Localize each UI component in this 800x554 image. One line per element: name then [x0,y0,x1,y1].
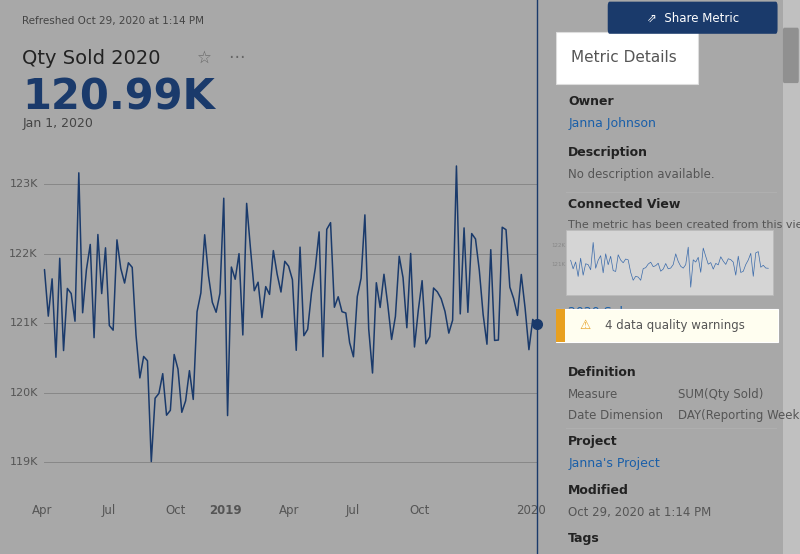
Text: 2020 Sales: 2020 Sales [568,306,638,319]
Text: ⇗  Share Metric: ⇗ Share Metric [646,11,738,24]
Text: 119K: 119K [10,458,38,468]
Text: Janna Johnson: Janna Johnson [568,117,656,130]
Text: Jul: Jul [102,504,115,517]
Text: Owner: Owner [568,95,614,108]
Text: SUM(Qty Sold): SUM(Qty Sold) [678,388,763,401]
Text: Description: Description [568,146,648,159]
Text: Connected View: Connected View [568,198,681,211]
Text: Apr: Apr [31,504,52,517]
Text: Measure: Measure [568,388,618,401]
Text: 2019: 2019 [209,504,242,517]
Text: Apr: Apr [279,504,299,517]
Text: Oct: Oct [410,504,430,517]
Text: Metric Details: Metric Details [570,50,676,65]
Text: 120K: 120K [10,388,38,398]
Text: 2020: 2020 [516,504,546,517]
Text: Jul: Jul [346,504,360,517]
Text: DAY(Reporting Week): DAY(Reporting Week) [678,409,800,422]
Text: ⚠: ⚠ [579,319,590,332]
FancyBboxPatch shape [608,2,778,34]
FancyBboxPatch shape [783,28,798,83]
Text: Oct 29, 2020 at 1:14 PM: Oct 29, 2020 at 1:14 PM [568,506,711,519]
Text: Refreshed Oct 29, 2020 at 1:14 PM: Refreshed Oct 29, 2020 at 1:14 PM [22,16,204,25]
Text: Jan 1, 2020: Jan 1, 2020 [22,117,93,130]
Text: Janna's Project: Janna's Project [568,457,660,470]
Text: Oct: Oct [165,504,186,517]
Text: The metric has been created from this view:: The metric has been created from this vi… [568,220,800,230]
Text: Project: Project [568,435,618,448]
Text: ☆: ☆ [198,49,212,66]
Text: 120.99K: 120.99K [22,76,215,119]
Text: 122K: 122K [10,249,38,259]
Bar [556,309,778,342]
Text: 122K: 122K [552,243,566,248]
Bar [566,230,773,295]
Text: ⋯: ⋯ [228,48,245,65]
Text: Date Dimension: Date Dimension [568,409,663,422]
Text: Qty Sold 2020: Qty Sold 2020 [22,49,161,68]
Text: Tags: Tags [568,532,600,545]
FancyBboxPatch shape [556,32,698,84]
Text: No description available.: No description available. [568,168,715,181]
Bar [783,0,800,554]
Bar [556,309,565,342]
Text: 4 data quality warnings: 4 data quality warnings [605,319,745,332]
Text: 121K: 121K [10,319,38,329]
Text: 123K: 123K [10,179,38,189]
Text: 121K: 121K [552,262,566,268]
Text: Modified: Modified [568,484,629,496]
Text: Definition: Definition [568,366,637,379]
